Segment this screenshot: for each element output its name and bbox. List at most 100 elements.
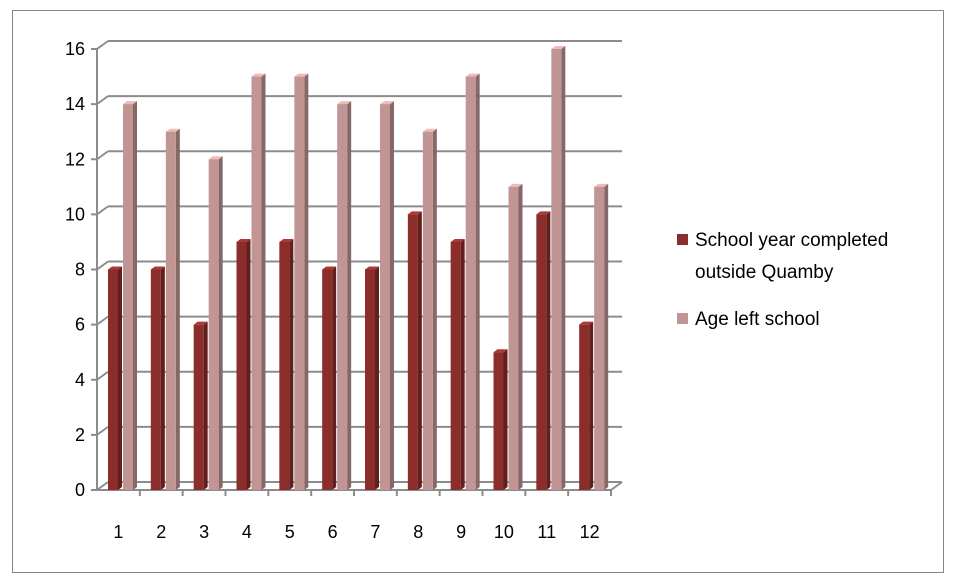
gridline-slant <box>96 370 109 381</box>
gridline-slant <box>96 95 109 105</box>
bar-top <box>279 238 294 242</box>
bar-top <box>594 183 609 187</box>
bar-side <box>589 321 594 490</box>
x-tick-label: 9 <box>456 522 466 542</box>
gridline-slant <box>96 150 109 161</box>
bar-top <box>450 238 465 242</box>
axes <box>91 48 623 496</box>
bar-school-year-9 <box>450 241 461 490</box>
bar-age-left-12 <box>594 186 605 490</box>
bar-age-left-3 <box>208 159 219 490</box>
bar-side <box>175 128 180 490</box>
bar-top <box>365 266 379 270</box>
x-tick-label: 6 <box>328 522 338 542</box>
y-tick-label: 16 <box>65 39 85 59</box>
y-tick-label: 10 <box>65 204 85 224</box>
y-tick-label: 6 <box>75 315 85 335</box>
bar-top <box>337 101 352 105</box>
bar-top <box>322 266 337 270</box>
bar-school-year-3 <box>193 324 204 490</box>
bar-top <box>165 128 180 132</box>
bar-school-year-6 <box>322 269 333 490</box>
gridline-slant <box>96 315 109 326</box>
bar-side <box>304 73 309 490</box>
y-tick-label: 14 <box>65 94 85 114</box>
bar-side <box>460 238 465 490</box>
bar-age-left-4 <box>251 76 262 490</box>
y-tick-label: 8 <box>75 260 85 280</box>
bar-top <box>236 238 251 242</box>
bar-side <box>561 46 566 490</box>
bar-age-left-6 <box>337 104 348 490</box>
bar-side <box>390 101 394 490</box>
bar-top <box>108 266 122 270</box>
x-tick-label: 8 <box>413 522 423 542</box>
legend-swatch <box>677 234 688 245</box>
y-tick-label: 4 <box>75 370 85 390</box>
bar-school-year-11 <box>536 214 547 490</box>
bar-school-year-5 <box>279 241 290 490</box>
bar-school-year-7 <box>365 269 375 490</box>
floor-edge <box>610 481 623 491</box>
bar-top <box>294 73 309 77</box>
bar-side <box>347 101 352 490</box>
gridline-slant <box>96 40 109 50</box>
legend-label: outside Quamby <box>695 262 834 283</box>
legend-label: School year completed <box>695 230 888 251</box>
bar-school-year-12 <box>579 324 590 490</box>
bar-school-year-1 <box>108 269 118 490</box>
gridline-slant <box>96 205 109 216</box>
bar-side <box>289 238 294 490</box>
gridline-slant <box>96 426 109 436</box>
x-tick-label: 12 <box>580 522 600 542</box>
bar-age-left-5 <box>294 76 305 490</box>
bar-top <box>579 321 594 325</box>
bar-top <box>536 211 551 215</box>
bar-side <box>518 183 523 490</box>
bar-side <box>546 211 551 490</box>
bar-top <box>251 73 266 77</box>
bar-top <box>123 101 137 105</box>
bar-school-year-2 <box>150 269 161 490</box>
y-tick-label: 2 <box>75 425 85 445</box>
legend-label: Age left school <box>695 309 820 330</box>
bar-top <box>193 321 208 325</box>
x-tick-label: 1 <box>113 522 123 542</box>
bar-school-year-4 <box>236 241 247 490</box>
bar-age-left-7 <box>380 104 390 490</box>
bar-age-left-2 <box>165 131 176 490</box>
x-tick-label: 10 <box>494 522 514 542</box>
x-tick-label: 3 <box>199 522 209 542</box>
bar-top <box>508 183 523 187</box>
bar-age-left-9 <box>465 76 476 490</box>
bar-top <box>422 128 437 132</box>
x-tick-label: 2 <box>156 522 166 542</box>
bar-side <box>133 101 137 490</box>
y-tick-label: 12 <box>65 149 85 169</box>
bar-school-year-8 <box>407 214 418 490</box>
bar-side <box>203 321 208 490</box>
legend: School year completed outside Quamby Age l… <box>677 230 888 330</box>
bar-side <box>218 156 223 490</box>
bar-side <box>432 128 437 490</box>
gridline-slant <box>96 260 109 271</box>
bar-age-left-11 <box>551 49 562 490</box>
bar-top <box>380 101 394 105</box>
bar-top <box>150 266 165 270</box>
bar-age-left-8 <box>422 131 433 490</box>
bar-top <box>407 211 422 215</box>
bar-side <box>475 73 480 490</box>
gridline-slant <box>96 481 109 491</box>
x-tick-label: 11 <box>537 522 556 542</box>
bar-side <box>332 266 337 490</box>
legend-swatch <box>677 313 688 324</box>
bar-side <box>503 349 508 490</box>
bar-top <box>208 156 223 160</box>
x-tick-label: 5 <box>285 522 295 542</box>
y-tick-label: 0 <box>75 480 85 500</box>
bar-top <box>465 73 480 77</box>
x-tick-label: 4 <box>242 522 252 542</box>
bar-side <box>417 211 422 490</box>
